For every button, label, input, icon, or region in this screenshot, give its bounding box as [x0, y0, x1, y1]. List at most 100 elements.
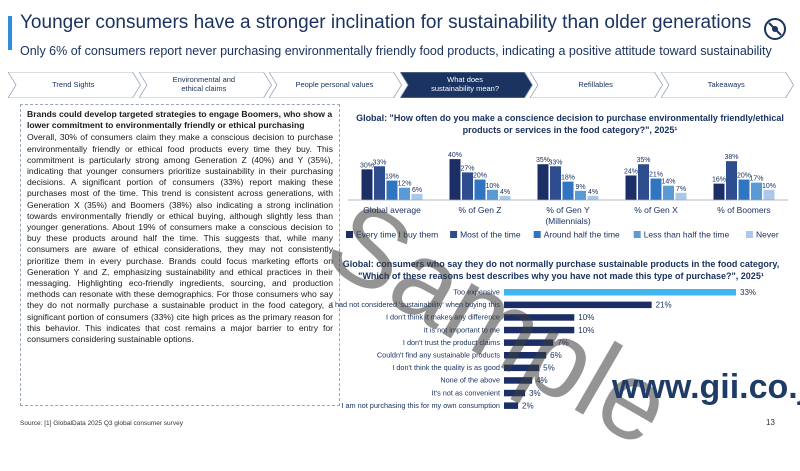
bar-value-label: 27%	[460, 165, 474, 172]
legend-label: Less than half the time	[644, 230, 730, 240]
commentary-heading: Brands could develop targeted strategies…	[27, 109, 333, 131]
bar-value-label: 35%	[636, 157, 650, 164]
category-label-cont: (Millennials)	[545, 216, 591, 226]
reason-bar	[504, 289, 736, 296]
watermark-url: www.gii.co.jp	[612, 368, 800, 406]
bar-value-label: 10%	[762, 183, 776, 190]
legend-label: Most of the time	[460, 230, 521, 240]
bar-1-1	[361, 169, 373, 200]
bar-value-label: 33%	[548, 159, 562, 166]
bar-5-3	[738, 179, 750, 200]
reason-label: I had not considered 'sustainability' wh…	[331, 300, 500, 309]
chart2-title: Global: consumers who say they do not no…	[342, 259, 780, 281]
category-label: % of Boomers	[717, 205, 770, 215]
bar-4-2	[638, 164, 649, 200]
bar-value-label: 40%	[448, 152, 462, 159]
bar-2-3	[474, 179, 486, 200]
frequency-bar-chart: 30%33%19%12%6%Global average40%27%20%10%…	[346, 152, 788, 240]
nav-tab-6[interactable]: Takeaways	[661, 72, 794, 98]
bar-5-1	[713, 183, 725, 200]
reason-label: Couldn't find any sustainable products	[377, 351, 500, 360]
legend-label: Around half the time	[544, 230, 620, 240]
bar-1-2	[374, 166, 385, 200]
legend-swatch	[346, 231, 353, 238]
reason-label: None of the above	[440, 376, 500, 385]
bar-5-4	[751, 182, 762, 200]
bar-value-label: 4%	[500, 189, 510, 196]
nav-tab-1[interactable]: Trend Sights	[8, 72, 141, 98]
bar-value-label: 14%	[661, 179, 675, 186]
category-label: Global average	[363, 205, 421, 215]
bar-1-4	[399, 187, 410, 200]
legend-swatch	[633, 231, 641, 238]
brand-logo-icon	[764, 18, 786, 40]
legend-swatch	[533, 231, 541, 238]
nav-tab-label: People personal values	[295, 79, 374, 89]
category-label: % of Gen Y	[546, 205, 590, 215]
reason-label: I am not purchasing this for my own cons…	[341, 401, 500, 410]
reason-label: I don't think the quality is as good	[392, 363, 500, 372]
bar-value-label: 6%	[412, 187, 422, 194]
bar-value-label: 4%	[588, 189, 598, 196]
reason-label: It's not as convenient	[432, 388, 500, 397]
reason-label: It is not important to me	[424, 325, 500, 334]
bar-value-label: 7%	[676, 186, 686, 193]
bar-5-5	[763, 189, 775, 200]
section-nav: Trend Sights Environmental and ethical cl…	[8, 72, 794, 98]
reasons-bar-chart: Too expensive 33% I had not considered 'su…	[331, 288, 756, 411]
reason-bar	[504, 389, 526, 397]
reason-bar	[504, 402, 519, 409]
legend-swatch	[450, 231, 458, 238]
bar-2-5	[499, 195, 511, 200]
nav-tab-4[interactable]: What does sustainability mean?	[399, 72, 533, 98]
commentary-body: Overall, 30% of consumers claim they mak…	[27, 132, 333, 345]
nav-tab-3[interactable]: People personal values	[269, 72, 403, 98]
bar-4-4	[663, 185, 674, 200]
source-note: Source: [1] GlobalData 2025 Q3 global co…	[20, 420, 183, 427]
reason-value-label: 33%	[740, 288, 756, 297]
bar-value-label: 30%	[360, 162, 374, 169]
legend-swatch	[746, 231, 753, 238]
reason-value-label: 6%	[550, 351, 562, 360]
category-label: % of Gen Z	[459, 205, 502, 215]
reason-value-label: 10%	[578, 326, 594, 335]
reason-value-label: 2%	[522, 401, 534, 410]
bar-1-3	[386, 180, 398, 200]
reason-bar	[504, 301, 652, 309]
bar-value-label: 17%	[749, 176, 763, 183]
bar-4-1	[625, 175, 637, 200]
title-accent-bar	[8, 16, 12, 50]
nav-tab-2[interactable]: Environmental and ethical claims	[138, 72, 272, 98]
bar-value-label: 16%	[712, 177, 726, 184]
bar-value-label: 24%	[624, 168, 638, 175]
bar-2-4	[487, 189, 498, 200]
bar-5-2	[726, 161, 737, 200]
legend-label: Never	[756, 230, 779, 240]
page-subtitle: Only 6% of consumers report never purcha…	[20, 44, 772, 58]
bar-2-2	[462, 172, 473, 200]
reason-bar	[504, 364, 540, 372]
bar-value-label: 9%	[575, 184, 585, 191]
bar-3-4	[575, 190, 586, 200]
bar-value-label: 12%	[397, 181, 411, 188]
bar-value-label: 19%	[385, 174, 399, 181]
nav-tab-5[interactable]: Refillables	[530, 72, 664, 98]
commentary-panel: Brands could develop targeted strategies…	[20, 104, 340, 406]
nav-tab-label: Refillables	[578, 79, 613, 89]
bar-value-label: 10%	[485, 183, 499, 190]
reason-bar	[504, 314, 575, 321]
bar-3-5	[587, 195, 599, 200]
category-label: % of Gen X	[634, 205, 678, 215]
reason-label: Too expensive	[453, 288, 500, 297]
bar-1-5	[411, 193, 423, 200]
bar-3-2	[550, 166, 561, 200]
bar-value-label: 38%	[724, 154, 738, 161]
bar-value-label: 21%	[649, 172, 663, 179]
bar-4-5	[675, 192, 687, 200]
nav-tab-label: Environmental and ethical claims	[172, 75, 236, 93]
reason-bar	[504, 352, 547, 359]
bar-value-label: 35%	[536, 157, 550, 164]
reason-bar	[504, 377, 533, 384]
reason-value-label: 10%	[578, 313, 594, 322]
chart1-title: Global: "How often do you make a conscie…	[356, 113, 784, 135]
